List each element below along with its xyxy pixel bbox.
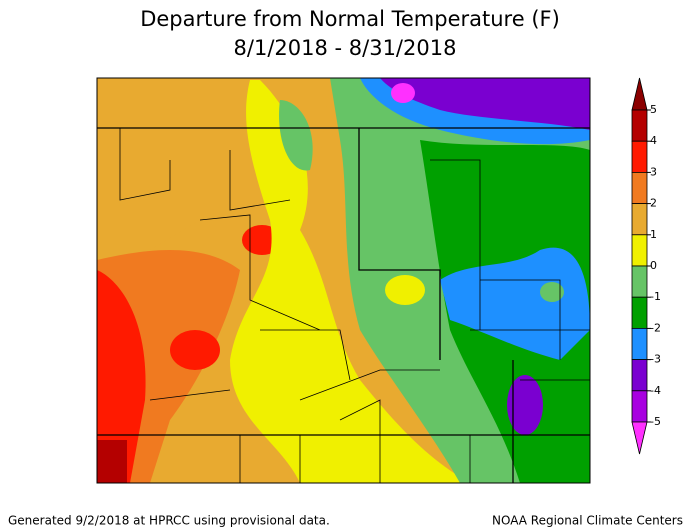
map-frame <box>96 77 591 484</box>
colorbar: 5 4 3 2 1 0 -1 -2 -3 -4 -5 <box>631 77 661 455</box>
colorbar-segment <box>631 327 648 360</box>
colorbar-segment <box>631 140 648 173</box>
colorbar-arrow-top <box>631 77 648 111</box>
footer-right: NOAA Regional Climate Centers <box>492 514 683 528</box>
footer-left: Generated 9/2/2018 at HPRCC using provis… <box>8 514 330 528</box>
colorbar-tick-label: 4 <box>650 134 657 147</box>
colorbar-segment <box>631 265 648 298</box>
colorbar-tick-label: -5 <box>650 415 661 428</box>
colorbar-tick-label: 0 <box>650 259 657 272</box>
colorbar-tick-label: -1 <box>650 290 661 303</box>
colorbar-segment <box>631 234 648 267</box>
colorbar-arrow-bottom <box>631 421 648 455</box>
colorbar-segment <box>631 296 648 329</box>
colorbar-segment <box>631 171 648 204</box>
colorbar-tick-label: -2 <box>650 321 661 334</box>
colorbar-segment <box>631 359 648 392</box>
map-subtitle: 8/1/2018 - 8/31/2018 <box>234 36 457 60</box>
colorbar-segment <box>631 109 648 142</box>
colorbar-segment <box>631 390 648 423</box>
colorbar-tick-label: 1 <box>650 228 657 241</box>
colorbar-tick-label: 5 <box>650 103 657 116</box>
colorbar-tick-label: 2 <box>650 197 657 210</box>
colorbar-segment <box>631 203 648 236</box>
colorbar-tick-label: -4 <box>650 384 661 397</box>
colorbar-tick-label: 3 <box>650 165 657 178</box>
map-title: Departure from Normal Temperature (F) <box>140 7 560 31</box>
map <box>97 78 590 483</box>
colorbar-tick-label: -3 <box>650 353 661 366</box>
